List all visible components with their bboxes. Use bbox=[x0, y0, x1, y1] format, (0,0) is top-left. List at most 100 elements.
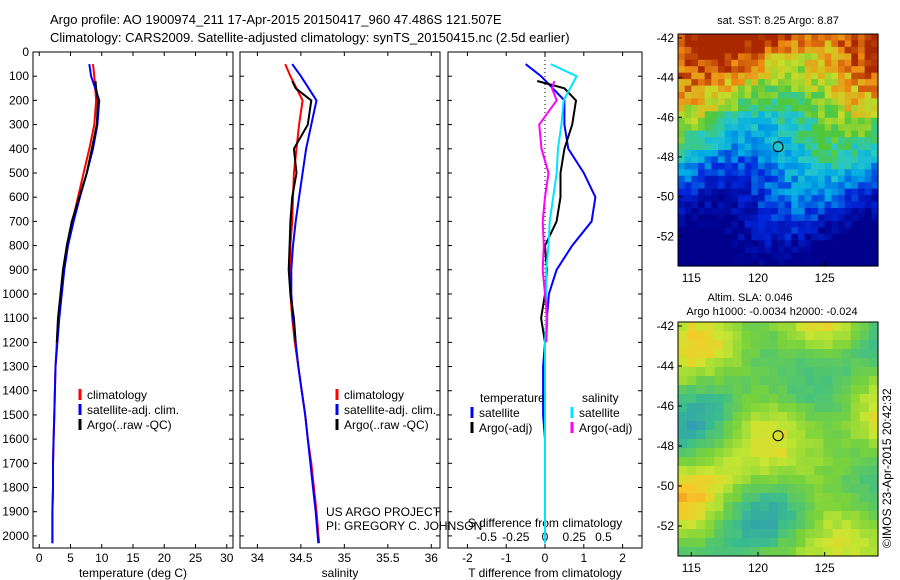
map-cell bbox=[811, 34, 819, 42]
map-cell bbox=[751, 124, 759, 132]
map-cell bbox=[751, 169, 759, 177]
depth-tick-label: 1700 bbox=[2, 456, 29, 470]
map-cell bbox=[696, 331, 706, 341]
map-cell bbox=[858, 214, 866, 222]
map-cell bbox=[811, 150, 819, 158]
map-cell bbox=[814, 439, 825, 449]
map-cell bbox=[711, 117, 719, 125]
map-cell bbox=[698, 253, 706, 261]
map-cell bbox=[871, 175, 879, 183]
map-cell bbox=[858, 220, 866, 228]
map-cell bbox=[732, 493, 743, 503]
map-cell bbox=[868, 412, 879, 422]
map-cell bbox=[731, 214, 739, 222]
map-cell bbox=[718, 124, 726, 132]
map-cell bbox=[791, 92, 799, 100]
map-cell bbox=[811, 53, 819, 61]
map-cell bbox=[678, 220, 686, 228]
map-cell bbox=[818, 214, 826, 222]
map-cell bbox=[858, 66, 866, 74]
map-cell bbox=[768, 394, 779, 404]
map-cell bbox=[731, 124, 739, 132]
map-cell bbox=[778, 421, 788, 431]
map-cell bbox=[768, 340, 779, 350]
map-cell bbox=[832, 466, 843, 476]
map-cell bbox=[811, 46, 819, 54]
map-cell bbox=[764, 124, 772, 132]
map-cell bbox=[805, 376, 815, 386]
map-cell bbox=[704, 40, 712, 48]
map-cell bbox=[824, 156, 832, 164]
map-cell bbox=[744, 66, 752, 74]
map-cell bbox=[758, 34, 766, 42]
map-cell bbox=[871, 117, 879, 125]
map-cell bbox=[691, 53, 699, 61]
map-cell bbox=[758, 169, 766, 177]
map-cell bbox=[838, 169, 846, 177]
map-cell bbox=[750, 358, 761, 368]
map-cell bbox=[723, 493, 734, 503]
map-cell bbox=[732, 457, 743, 467]
map-cell bbox=[744, 208, 752, 216]
map-cell bbox=[714, 376, 725, 386]
map-cell bbox=[871, 85, 879, 93]
map-cell bbox=[711, 162, 719, 170]
map-cell bbox=[711, 92, 719, 100]
map-cell bbox=[687, 367, 697, 377]
map-cell bbox=[814, 367, 825, 377]
map-cell bbox=[814, 484, 825, 494]
map-cell bbox=[704, 195, 712, 203]
map-cell bbox=[732, 466, 743, 476]
map-cell bbox=[824, 208, 832, 216]
map-cell bbox=[851, 98, 859, 106]
map-cell bbox=[858, 46, 866, 54]
map-cell bbox=[851, 79, 859, 87]
map-cell bbox=[724, 124, 732, 132]
map-cell bbox=[844, 130, 852, 138]
map-cell bbox=[724, 34, 732, 42]
map-cell bbox=[758, 59, 766, 67]
map-cell bbox=[723, 520, 734, 530]
map-cell bbox=[724, 214, 732, 222]
map-cell bbox=[784, 214, 792, 222]
map-cell bbox=[811, 220, 819, 228]
map-cell bbox=[691, 233, 699, 241]
map-cell bbox=[750, 538, 761, 548]
map-cell bbox=[784, 156, 792, 164]
map-cell bbox=[824, 130, 832, 138]
map-cell bbox=[831, 188, 839, 196]
map-cell bbox=[771, 34, 779, 42]
map-cell bbox=[718, 253, 726, 261]
map-cell bbox=[705, 322, 715, 332]
map-cell bbox=[758, 188, 766, 196]
map-cell bbox=[814, 394, 825, 404]
map-cell bbox=[778, 220, 786, 228]
map-cell bbox=[787, 511, 797, 521]
map-cell bbox=[684, 233, 692, 241]
map-cell bbox=[805, 403, 815, 413]
map-cell bbox=[814, 358, 825, 368]
map-cell bbox=[718, 156, 726, 164]
map-cell bbox=[811, 169, 819, 177]
map-cell bbox=[798, 46, 806, 54]
map-cell bbox=[823, 466, 834, 476]
map-cell bbox=[738, 259, 746, 267]
map-cell bbox=[818, 79, 826, 87]
map-cell bbox=[814, 430, 825, 440]
map-cell bbox=[791, 208, 799, 216]
map-cell bbox=[851, 214, 859, 222]
map-cell bbox=[778, 195, 786, 203]
map-cell bbox=[805, 439, 815, 449]
map-cell bbox=[858, 40, 866, 48]
map-cell bbox=[691, 227, 699, 235]
map-cell bbox=[738, 240, 746, 248]
map-cell bbox=[678, 46, 686, 54]
depth-tick-label: 600 bbox=[9, 190, 29, 204]
map-cell bbox=[751, 195, 759, 203]
map-cell bbox=[771, 246, 779, 254]
map-cell bbox=[751, 104, 759, 112]
map-cell bbox=[859, 466, 870, 476]
map-cell bbox=[771, 104, 779, 112]
map-cell bbox=[731, 98, 739, 106]
